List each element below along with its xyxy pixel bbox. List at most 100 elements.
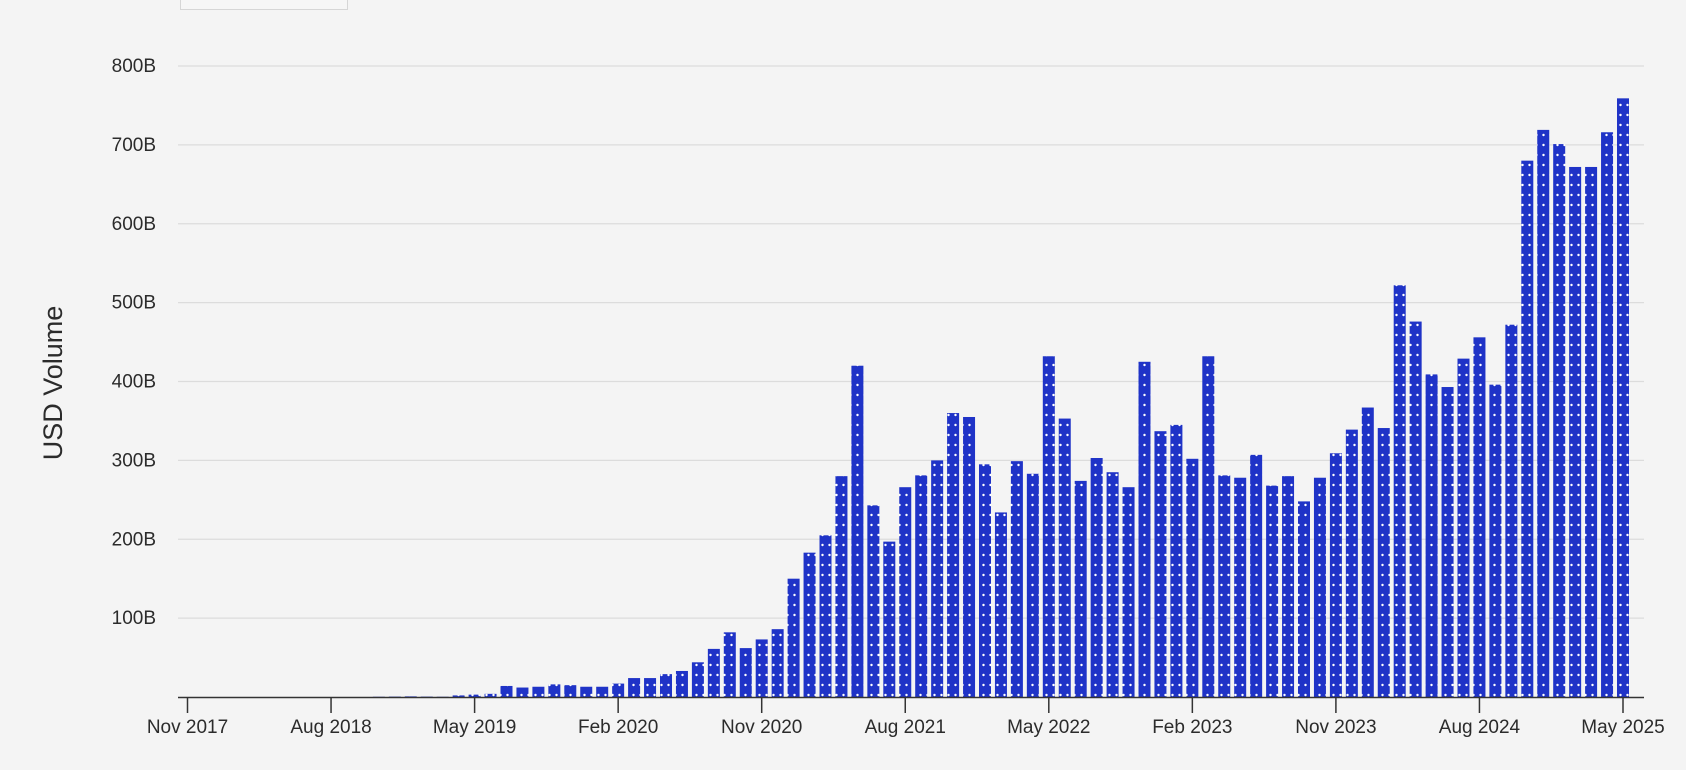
bar bbox=[1489, 384, 1502, 697]
x-tick-label: May 2022 bbox=[1007, 717, 1090, 738]
x-tick-label: Feb 2023 bbox=[1152, 717, 1232, 738]
bar bbox=[1393, 285, 1406, 697]
bar bbox=[1266, 485, 1279, 697]
bar bbox=[1282, 476, 1295, 697]
bar bbox=[755, 639, 768, 697]
bar bbox=[723, 632, 736, 697]
bar bbox=[1377, 428, 1390, 697]
bar bbox=[835, 476, 848, 697]
x-axis: Nov 2017 Aug 2018 May 2019 Feb 2020 Nov 2020… bbox=[147, 696, 1665, 738]
bar bbox=[580, 686, 593, 697]
bar bbox=[500, 685, 513, 697]
bar bbox=[1138, 361, 1151, 697]
x-tick-label: May 2025 bbox=[1581, 717, 1664, 738]
bar bbox=[691, 662, 704, 697]
bar bbox=[660, 674, 672, 697]
y-tick-label: 400B bbox=[112, 372, 156, 393]
bar bbox=[1202, 356, 1215, 697]
bar bbox=[644, 678, 657, 697]
bar bbox=[516, 687, 529, 697]
bar bbox=[787, 578, 800, 697]
bar bbox=[1409, 321, 1422, 697]
y-tick-label: 700B bbox=[112, 135, 156, 156]
bar bbox=[739, 648, 752, 697]
bars bbox=[372, 98, 1629, 698]
bar bbox=[819, 535, 832, 697]
bar bbox=[1617, 98, 1629, 698]
bar bbox=[1345, 429, 1358, 697]
bar bbox=[1186, 458, 1199, 697]
bar bbox=[867, 505, 880, 697]
x-tick-label: Feb 2020 bbox=[578, 717, 658, 738]
bar bbox=[1170, 424, 1183, 697]
bar bbox=[628, 678, 641, 697]
bar bbox=[1042, 356, 1055, 697]
bar bbox=[612, 683, 625, 697]
bar bbox=[1122, 487, 1135, 697]
x-tick-label: Aug 2018 bbox=[290, 717, 371, 738]
bar bbox=[1026, 473, 1039, 697]
bar bbox=[1329, 453, 1342, 697]
bar bbox=[452, 695, 465, 697]
y-tick-label: 100B bbox=[112, 608, 156, 629]
bar bbox=[1585, 166, 1598, 697]
bar bbox=[1457, 358, 1470, 697]
bar bbox=[1505, 324, 1518, 697]
bar bbox=[883, 541, 896, 697]
y-tick-label: 300B bbox=[112, 450, 156, 471]
y-tick-label: 600B bbox=[112, 214, 156, 235]
x-tick-label: Nov 2017 bbox=[147, 717, 228, 738]
bar bbox=[979, 464, 991, 697]
bar bbox=[1298, 501, 1310, 697]
bar bbox=[596, 686, 609, 697]
bar bbox=[1090, 458, 1103, 697]
bar bbox=[484, 693, 497, 697]
bar bbox=[1425, 374, 1438, 697]
x-tick-label: Nov 2023 bbox=[1295, 717, 1376, 738]
x-tick-label: Aug 2021 bbox=[865, 717, 946, 738]
bar bbox=[1537, 129, 1550, 698]
y-tick-label: 200B bbox=[112, 529, 156, 550]
bar bbox=[1361, 407, 1374, 697]
y-tick-label: 800B bbox=[112, 56, 156, 77]
bar bbox=[1473, 337, 1486, 697]
bar bbox=[1106, 472, 1119, 697]
bar bbox=[1601, 132, 1614, 697]
bar bbox=[1010, 461, 1023, 697]
bar bbox=[1441, 387, 1454, 697]
x-tick-label: Nov 2020 bbox=[721, 717, 802, 738]
bar bbox=[1058, 418, 1071, 697]
legend-box bbox=[180, 0, 348, 10]
bar bbox=[675, 670, 688, 697]
bar bbox=[1521, 160, 1534, 697]
bar bbox=[899, 487, 912, 697]
bar bbox=[963, 416, 976, 697]
bar bbox=[1553, 144, 1566, 697]
bar bbox=[915, 475, 928, 697]
bar bbox=[548, 684, 561, 697]
y-axis-title: USD Volume bbox=[38, 306, 68, 461]
bar bbox=[1313, 477, 1326, 697]
x-tick-label: Aug 2024 bbox=[1439, 717, 1521, 738]
bar bbox=[564, 685, 577, 697]
bar bbox=[404, 696, 417, 697]
bar bbox=[803, 552, 816, 697]
bar bbox=[1218, 475, 1231, 697]
bar bbox=[1234, 477, 1247, 697]
x-tick-label: May 2019 bbox=[433, 717, 516, 738]
bar bbox=[1074, 480, 1087, 697]
bar bbox=[468, 694, 481, 697]
bar bbox=[1250, 454, 1263, 697]
y-axis: 100B 200B 300B 400B 500B 600B 700B 800B bbox=[112, 56, 156, 629]
bar bbox=[707, 648, 720, 697]
bar bbox=[771, 629, 784, 697]
bar bbox=[994, 512, 1007, 697]
bar bbox=[947, 413, 960, 697]
bar bbox=[532, 686, 545, 697]
bar bbox=[1154, 431, 1167, 697]
bar bbox=[851, 365, 864, 697]
bar bbox=[1569, 166, 1582, 697]
y-tick-label: 500B bbox=[112, 293, 156, 314]
